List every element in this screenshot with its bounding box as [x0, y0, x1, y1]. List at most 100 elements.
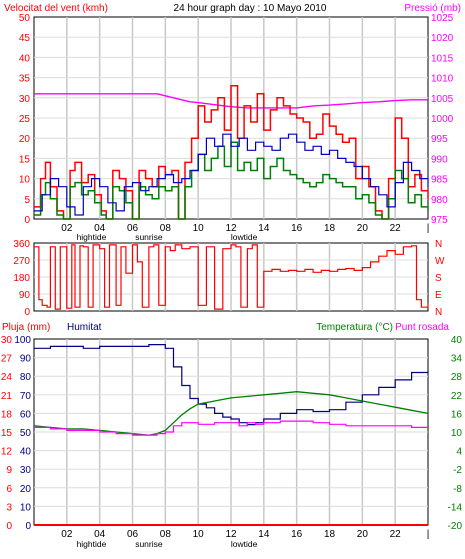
x-tick-label: 04 [94, 529, 106, 540]
rain-axis-label: Pluja (mm) [2, 322, 50, 333]
compass-label: N [435, 307, 442, 318]
x-annotation: lowtide [231, 232, 258, 242]
rain-tick: 30 [1, 335, 13, 346]
rain-tick: 12 [1, 447, 13, 458]
rain-tick: 6 [6, 484, 12, 495]
compass-label: S [435, 273, 442, 284]
humidity-tick: 90 [20, 354, 32, 365]
rain-tick: 15 [1, 428, 13, 439]
x-tick-label: 16 [291, 223, 303, 234]
wind-speed-tick: 35 [19, 74, 31, 85]
pressure-tick: 1000 [431, 114, 454, 125]
x-tick-label: 14 [258, 529, 270, 540]
humidity-tick: 20 [20, 484, 32, 495]
x-tick-label: 10 [193, 529, 205, 540]
direction-tick: 90 [19, 290, 31, 301]
compass-label: E [435, 290, 442, 301]
x-tick-label: 02 [61, 223, 73, 234]
humidity-tick: 100 [14, 335, 31, 346]
pressure-tick: 1015 [431, 53, 454, 64]
pressure-tick: 1005 [431, 94, 454, 105]
pressure-tick: 995 [431, 134, 448, 145]
rain-tick: 9 [6, 465, 12, 476]
x-tick-label: | [427, 529, 430, 540]
humidity-axis-label: Humitat [67, 322, 102, 333]
wind-speed-tick: 30 [19, 94, 31, 105]
humidity-tick: 80 [20, 372, 32, 383]
chart-title: 24 hour graph day : 10 Mayo 2010 [174, 3, 327, 14]
temperature-tick: 40 [451, 335, 463, 346]
x-annotation: lowtide [231, 539, 258, 549]
x-tick-label: 10 [193, 223, 205, 234]
x-annotation: hightide [77, 232, 107, 242]
x-tick-label: 02 [61, 529, 73, 540]
pressure-tick: 1025 [431, 13, 454, 24]
direction-tick: 270 [13, 256, 30, 267]
humidity-line [34, 344, 429, 426]
rain-tick: 3 [6, 502, 12, 513]
x-tick-label: 20 [357, 529, 369, 540]
x-tick-label: 22 [390, 529, 402, 540]
humidity-tick: 70 [20, 391, 32, 402]
x-tick-label: 20 [357, 223, 369, 234]
x-tick-label: 16 [291, 529, 303, 540]
rain-tick: 24 [1, 372, 13, 383]
wind-speed-tick: 0 [24, 215, 30, 226]
dewpoint-axis-label: Punt rosada [395, 322, 449, 333]
direction-tick: 180 [13, 273, 30, 284]
humidity-tick: 30 [20, 465, 32, 476]
temperature-tick: -2 [453, 465, 462, 476]
x-tick-label: 08 [160, 223, 172, 234]
humidity-tick: 60 [20, 409, 32, 420]
x-tick-label: 08 [160, 529, 172, 540]
temperature-tick: 16 [451, 409, 463, 420]
temperature-tick: 28 [451, 372, 463, 383]
compass-label: W [435, 256, 445, 267]
pressure-tick: 990 [431, 154, 448, 165]
x-tick-label: 04 [94, 223, 106, 234]
humidity-tick: 40 [20, 447, 32, 458]
pressure-axis-label: Pressió (mb) [404, 3, 461, 14]
temperature-tick: -8 [453, 484, 462, 495]
x-annotation: sunrise [135, 539, 163, 549]
wind-speed-tick: 25 [19, 114, 31, 125]
x-tick-label: 12 [225, 223, 237, 234]
compass-label: N [435, 239, 442, 250]
temperature-axis-label: Temperatura (°C) [316, 322, 393, 333]
wind-speed-tick: 45 [19, 33, 31, 44]
temperature-tick: 4 [456, 447, 462, 458]
pressure-tick: 1010 [431, 74, 454, 85]
pressure-line [34, 93, 428, 109]
wind-speed-tick: 10 [19, 175, 31, 186]
x-tick-label: 06 [127, 223, 139, 234]
temperature-tick: 34 [451, 354, 463, 365]
rain-tick: 0 [6, 521, 12, 532]
wind-speed-axis-label: Velocitat del vent (kmh) [4, 3, 108, 14]
humidity-tick: 0 [25, 521, 31, 532]
x-tick-label: 12 [225, 529, 237, 540]
average-wind-line [34, 141, 429, 220]
humidity-tick: 50 [20, 428, 32, 439]
wind-speed-tick: 50 [19, 13, 31, 24]
direction-tick: 360 [13, 239, 30, 250]
x-tick-label: | [427, 223, 430, 234]
x-tick-label: 18 [324, 529, 336, 540]
wind-speed-tick: 20 [19, 134, 31, 145]
temperature-line [33, 391, 429, 436]
wind-speed-tick: 15 [19, 154, 31, 165]
x-tick-label: 22 [390, 223, 402, 234]
pressure-tick: 985 [431, 175, 448, 186]
temperature-tick: 22 [451, 391, 463, 402]
dewpoint-line [34, 420, 428, 436]
pressure-tick: 980 [431, 195, 448, 206]
rain-tick: 18 [1, 409, 13, 420]
rain-tick: 27 [1, 354, 13, 365]
x-annotation: hightide [77, 539, 107, 549]
rain-tick: 21 [1, 391, 13, 402]
wind-direction-line [34, 244, 429, 310]
wind-speed-tick: 40 [19, 53, 31, 64]
direction-wind-line [34, 133, 429, 216]
temperature-tick: 10 [451, 428, 463, 439]
